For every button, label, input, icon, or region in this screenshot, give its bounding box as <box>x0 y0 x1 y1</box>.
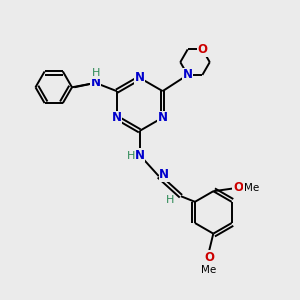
Text: N: N <box>158 111 168 124</box>
Text: O: O <box>233 182 243 194</box>
Text: N: N <box>135 71 145 84</box>
Text: N: N <box>183 68 193 81</box>
Text: O: O <box>197 43 207 56</box>
Text: H: H <box>127 151 135 160</box>
Text: N: N <box>91 76 100 89</box>
Text: H: H <box>166 195 174 205</box>
Text: O: O <box>204 251 214 264</box>
Text: N: N <box>135 148 145 161</box>
Text: N: N <box>159 168 169 181</box>
Text: N: N <box>112 111 122 124</box>
Text: Me: Me <box>201 265 217 275</box>
Text: Me: Me <box>244 183 259 193</box>
Text: H: H <box>92 68 100 78</box>
